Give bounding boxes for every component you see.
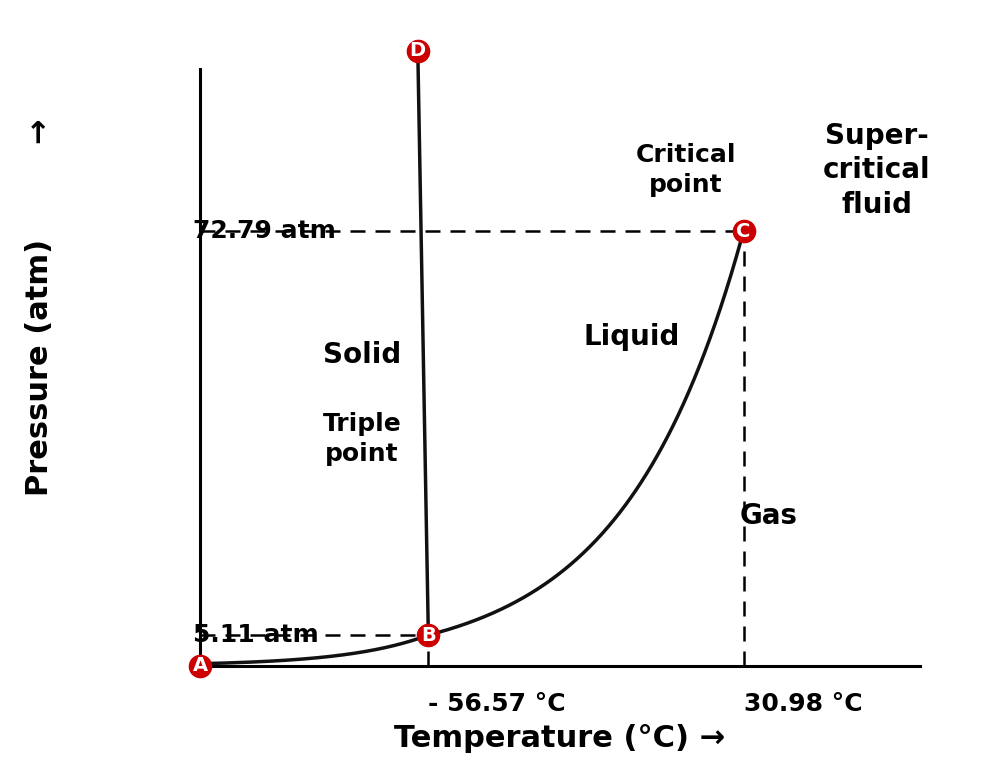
Text: B: B [421,626,436,645]
Text: 72.79 atm: 72.79 atm [193,220,336,243]
Text: 30.98 °C: 30.98 °C [744,692,862,716]
Text: 5.11 atm: 5.11 atm [193,623,319,647]
Text: Triple
point: Triple point [323,412,401,466]
Text: Liquid: Liquid [584,324,680,351]
Text: Gas: Gas [740,503,798,530]
Text: - 56.57 °C: - 56.57 °C [428,692,566,716]
Text: C: C [736,222,751,241]
Text: Critical
point: Critical point [636,144,736,197]
Text: Pressure (atm): Pressure (atm) [25,239,55,496]
Text: A: A [192,656,208,675]
Text: Solid: Solid [323,341,401,369]
Text: Temperature (°C) →: Temperature (°C) → [394,724,726,753]
Text: →: → [26,117,54,143]
Text: D: D [410,41,426,60]
Text: Super-
critical
fluid: Super- critical fluid [823,122,931,219]
